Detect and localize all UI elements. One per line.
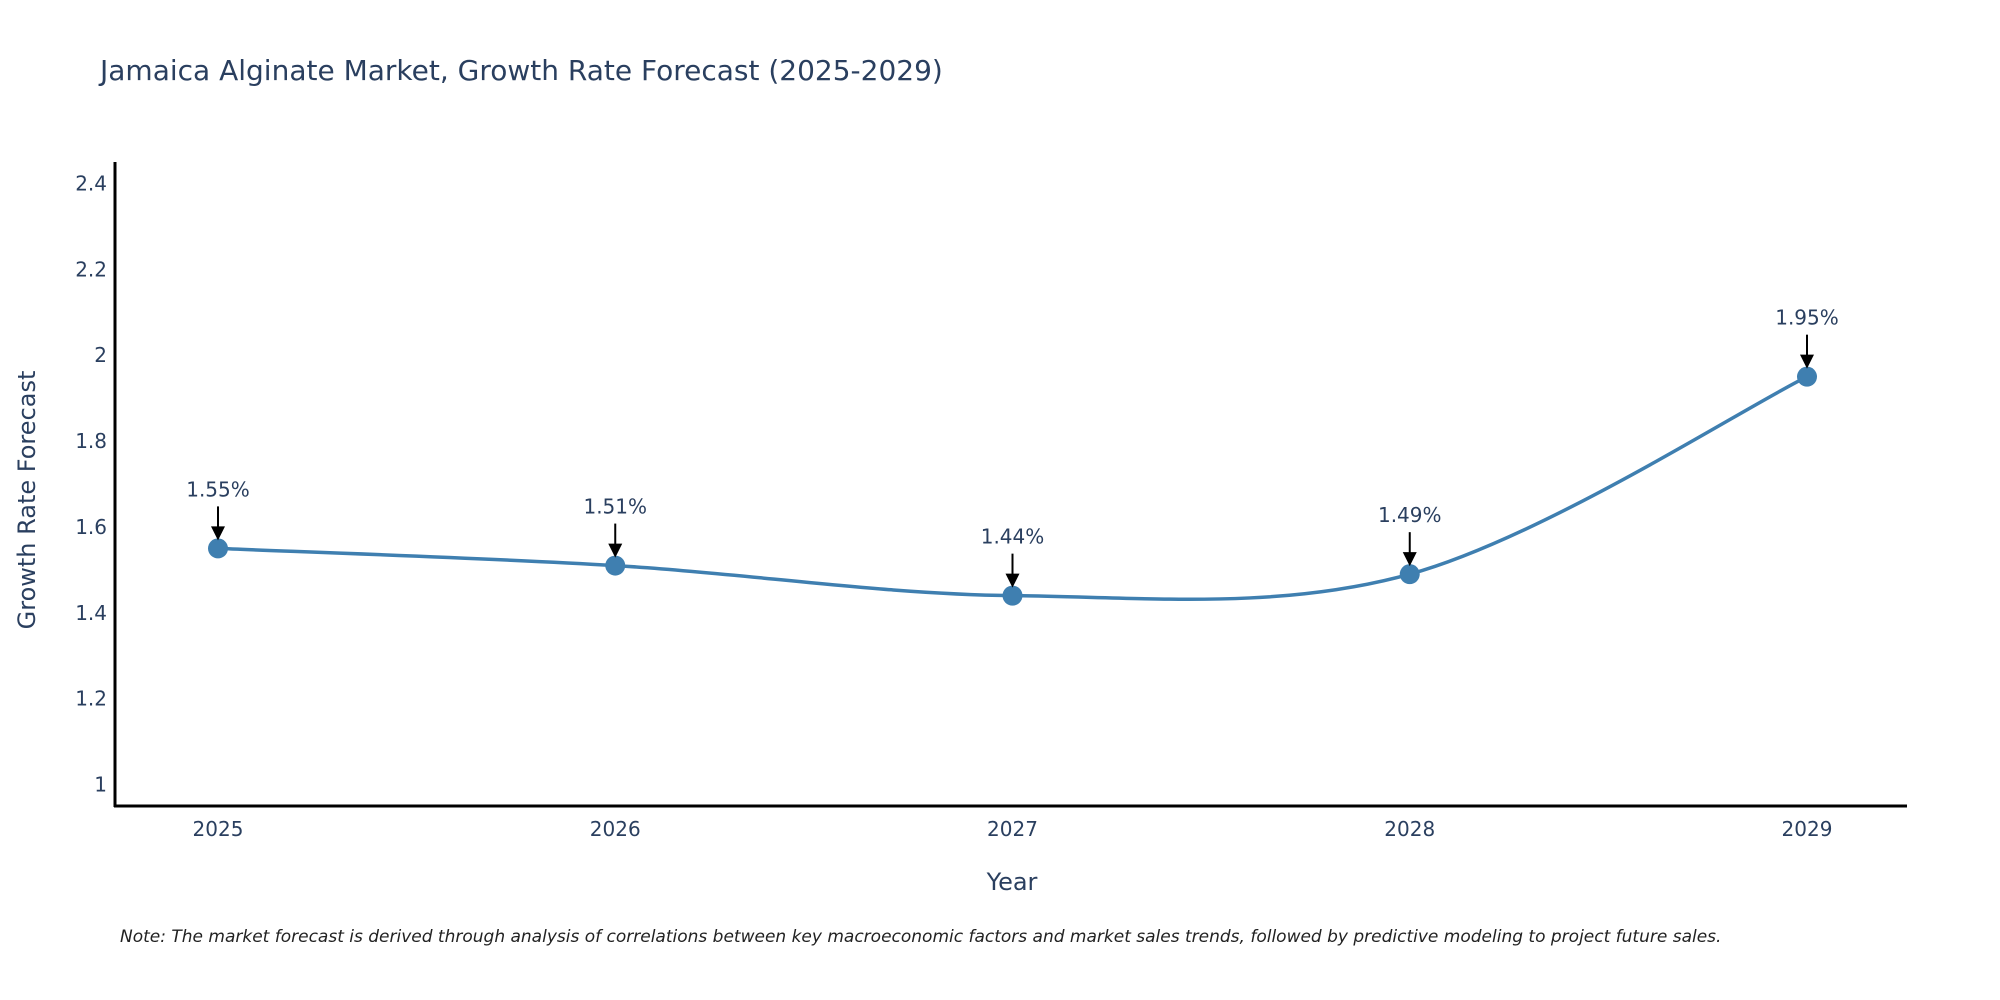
y-axis-ticks: 1 1.2 1.4 1.6 1.8 2 2.2 2.4 — [75, 171, 107, 796]
data-label: 1.51% — [583, 495, 647, 519]
data-points — [208, 366, 1817, 606]
x-axis-title: Year — [986, 868, 1038, 896]
data-label: 1.44% — [981, 525, 1045, 549]
y-tick-label: 1.2 — [75, 687, 107, 711]
y-tick-label: 1.4 — [75, 601, 107, 625]
y-tick-label: 2 — [94, 343, 107, 367]
y-axis-title: Growth Rate Forecast — [13, 371, 41, 630]
data-label: 1.95% — [1775, 306, 1839, 330]
y-tick-label: 2.4 — [75, 171, 107, 195]
annotation-arrow-head — [1800, 354, 1814, 369]
annotation-arrow-head — [1005, 573, 1020, 588]
data-point — [605, 555, 626, 576]
annotation-arrow-head — [211, 526, 225, 541]
x-tick-label: 2029 — [1782, 817, 1833, 841]
data-point — [208, 538, 228, 559]
data-annotations: 1.55% 1.51% 1.44% 1.49% 1.95% — [186, 306, 1839, 588]
data-label: 1.55% — [186, 477, 250, 501]
annotation-arrow-head — [1402, 552, 1417, 567]
x-tick-label: 2028 — [1384, 817, 1435, 841]
y-tick-label: 2.2 — [75, 257, 107, 281]
data-label: 1.49% — [1378, 503, 1442, 527]
x-tick-label: 2025 — [193, 817, 244, 841]
annotation-arrow-head — [608, 543, 623, 558]
y-tick-label: 1.8 — [75, 429, 107, 453]
x-tick-label: 2026 — [590, 817, 641, 841]
x-axis-ticks: 2025 2026 2027 2028 2029 — [193, 817, 1833, 841]
y-tick-label: 1 — [94, 773, 107, 797]
y-tick-label: 1.6 — [75, 515, 107, 539]
x-tick-label: 2027 — [987, 817, 1038, 841]
data-point — [1399, 564, 1420, 585]
chart-title: Jamaica Alginate Market, Growth Rate For… — [98, 54, 943, 87]
data-point — [1797, 366, 1817, 387]
footnote: Note: The market forecast is derived thr… — [120, 927, 1721, 947]
data-point — [1002, 585, 1023, 606]
